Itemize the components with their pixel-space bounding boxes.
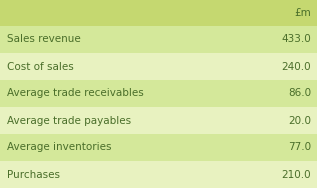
Bar: [0, 53, 317, 80]
Text: 210.0: 210.0: [281, 170, 311, 180]
Text: 77.0: 77.0: [288, 143, 311, 152]
Text: Average trade receivables: Average trade receivables: [7, 89, 144, 99]
Bar: [0, 26, 317, 53]
Text: 86.0: 86.0: [288, 89, 311, 99]
Text: 20.0: 20.0: [288, 115, 311, 126]
Text: Sales revenue: Sales revenue: [7, 35, 81, 45]
Text: 433.0: 433.0: [281, 35, 311, 45]
Bar: [0, 0, 317, 26]
Bar: [0, 107, 317, 134]
Text: Cost of sales: Cost of sales: [7, 61, 74, 71]
Bar: [0, 134, 317, 161]
Text: Average trade payables: Average trade payables: [7, 115, 131, 126]
Bar: [0, 161, 317, 188]
Text: 240.0: 240.0: [281, 61, 311, 71]
Bar: [0, 80, 317, 107]
Text: £m: £m: [294, 8, 311, 18]
Text: Purchases: Purchases: [7, 170, 60, 180]
Text: Average inventories: Average inventories: [7, 143, 112, 152]
